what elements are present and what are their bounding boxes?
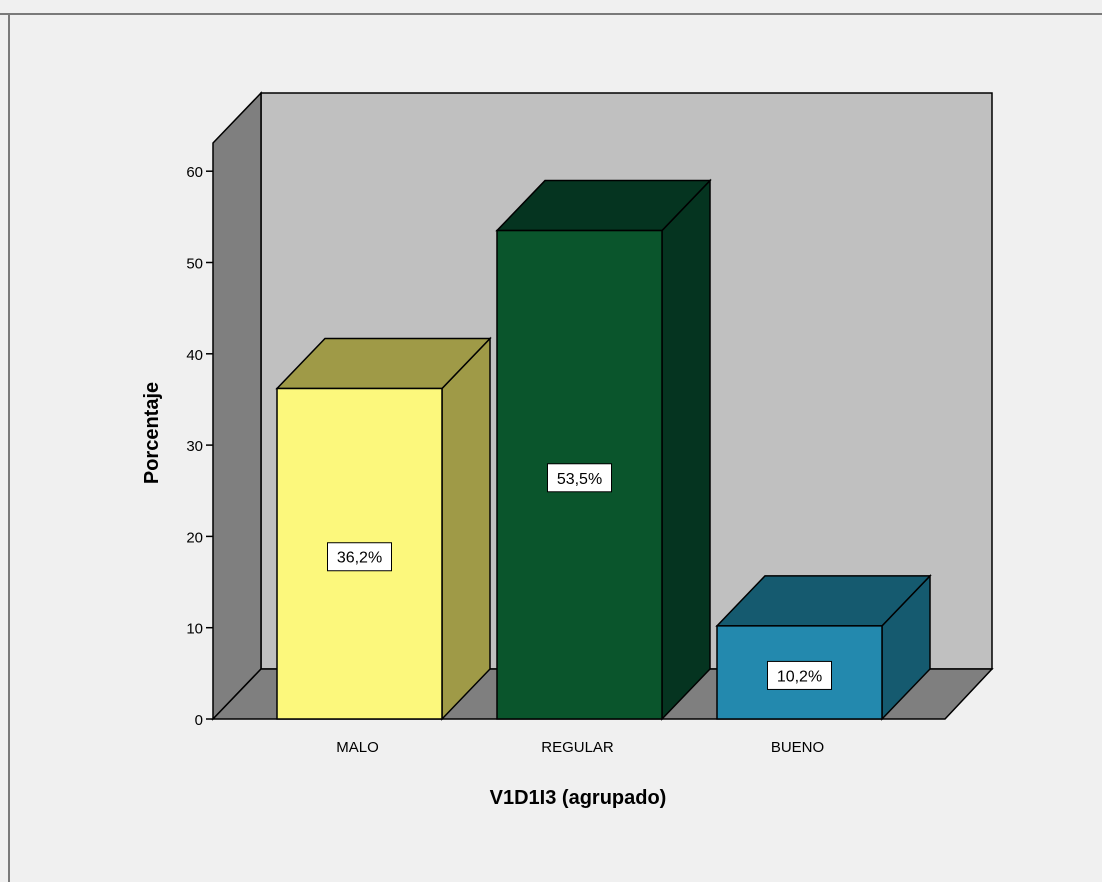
- bar-bueno: 10,2%: [715, 574, 932, 721]
- x-tick-label: BUENO: [771, 739, 824, 756]
- x-tick-label: MALO: [336, 739, 379, 756]
- x-axis: MALO REGULAR BUENO: [336, 739, 824, 756]
- y-axis-title: Porcentaje: [141, 382, 163, 484]
- chart-bars: 36,2% 53,5% 10,2%: [275, 178, 932, 721]
- y-tick-label: 30: [186, 438, 203, 455]
- y-tick-label: 10: [186, 621, 203, 638]
- y-tick-label: 0: [195, 712, 203, 729]
- y-tick-label: 40: [186, 347, 203, 364]
- y-tick-label: 60: [186, 164, 203, 181]
- side-wall: [212, 91, 262, 721]
- data-label-box: [547, 463, 612, 493]
- data-label-box: [327, 542, 392, 572]
- bar-malo: 36,2%: [275, 336, 492, 721]
- y-tick-label: 50: [186, 256, 203, 273]
- data-label-box: [767, 660, 832, 690]
- y-axis: 0 10 20 30 40 50 60: [186, 164, 213, 729]
- bar-side: [441, 336, 491, 721]
- x-tick-label: REGULAR: [541, 739, 614, 756]
- bar-side: [661, 178, 711, 721]
- bar-regular: 53,5%: [495, 178, 712, 721]
- data-label: 53,5%: [557, 471, 602, 488]
- data-label: 36,2%: [337, 550, 382, 567]
- data-label: 10,2%: [777, 668, 822, 685]
- y-tick-label: 20: [186, 529, 203, 546]
- x-axis-title: V1D1I3 (agrupado): [490, 787, 667, 809]
